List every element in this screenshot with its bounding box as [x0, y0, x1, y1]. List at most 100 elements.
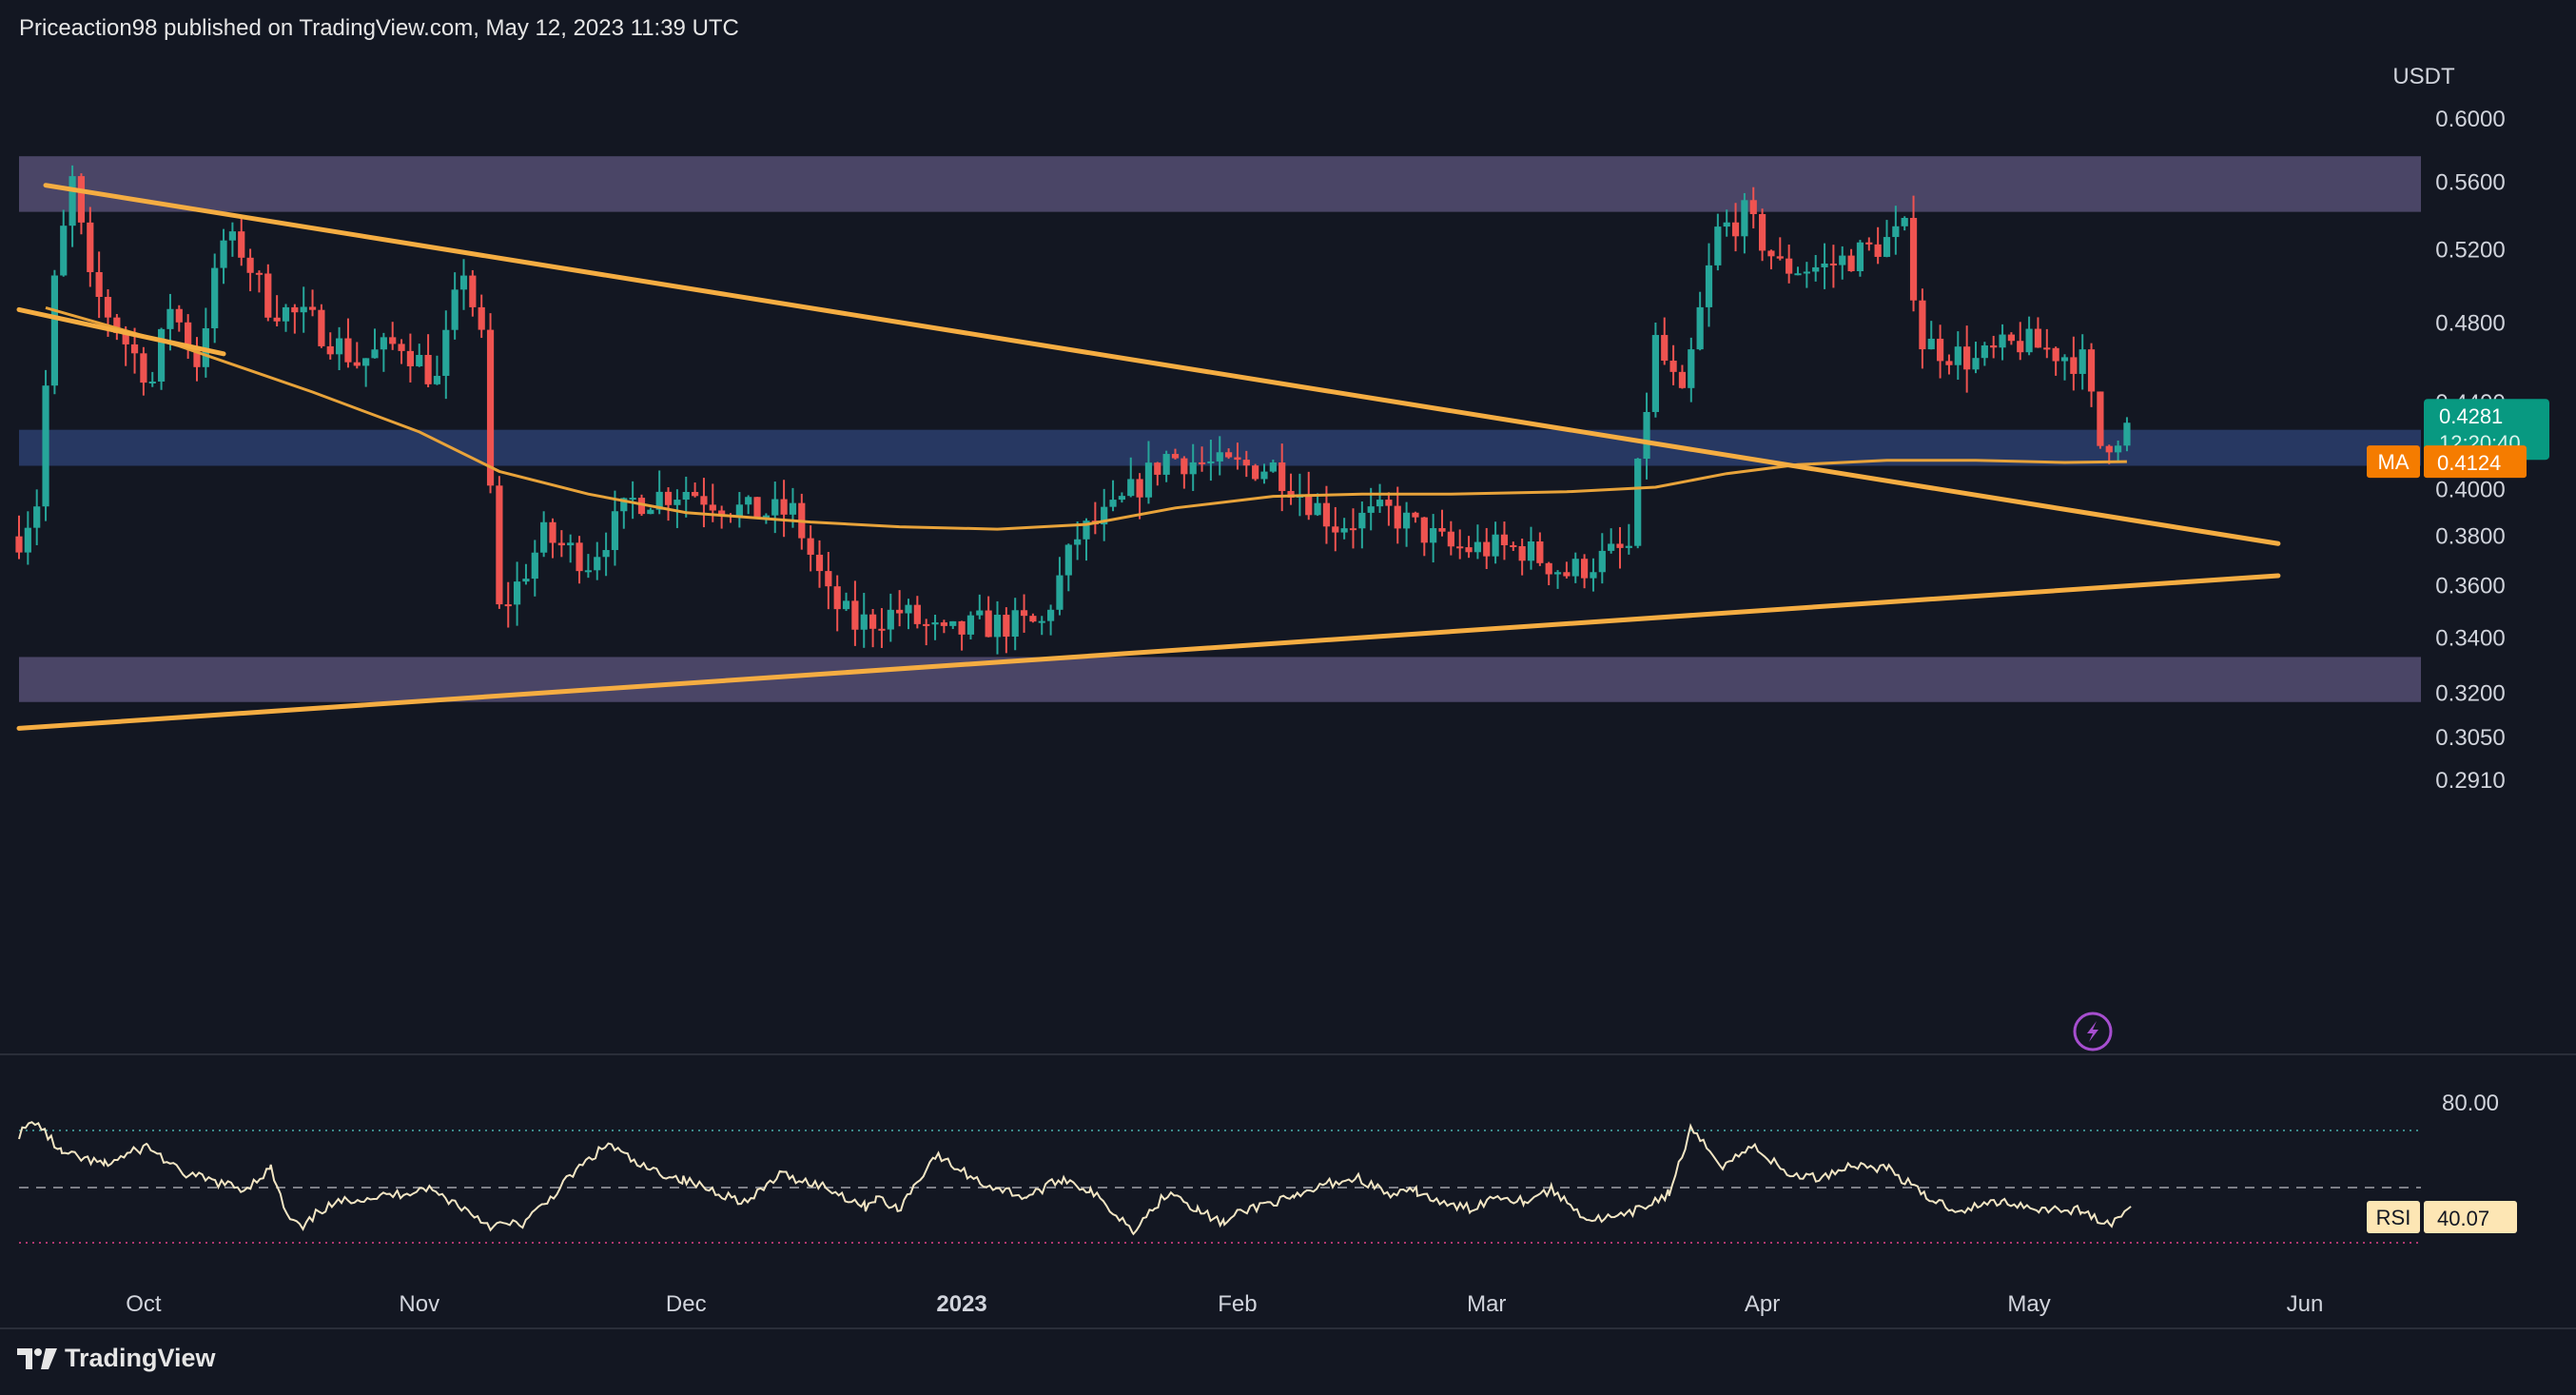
candle-body: [637, 498, 646, 515]
candle-body: [673, 500, 681, 505]
rsi-tag-name: RSI: [2376, 1206, 2411, 1229]
candle: [1678, 364, 1687, 389]
candle: [1332, 506, 1339, 552]
candle: [1483, 527, 1491, 569]
candle-body: [87, 222, 94, 272]
candle: [50, 269, 58, 395]
candle: [887, 593, 894, 642]
candle-body: [540, 521, 548, 553]
candle-body: [1500, 534, 1509, 546]
candle-body: [1625, 545, 1632, 548]
candle: [1518, 539, 1526, 576]
candle-body: [860, 614, 868, 630]
candle: [416, 344, 423, 367]
candle: [985, 596, 992, 638]
candle-body: [1011, 610, 1019, 638]
y-tick-label: 0.5200: [2435, 237, 2505, 263]
candle: [308, 289, 317, 317]
candle: [1376, 483, 1384, 514]
y-tick-label: 0.5600: [2435, 169, 2505, 195]
candle: [1189, 443, 1197, 491]
candle-body: [1118, 496, 1125, 501]
candle: [68, 165, 76, 247]
candle-body: [576, 542, 583, 572]
candle-body: [709, 504, 716, 511]
candle-body: [246, 257, 254, 273]
candle: [709, 483, 716, 522]
candle: [424, 334, 432, 387]
candle-body: [1003, 615, 1010, 638]
candle-body: [1598, 550, 1606, 573]
candle: [158, 327, 166, 390]
ma-tag-value: 0.4124: [2437, 451, 2501, 475]
candle-body: [1527, 540, 1535, 561]
candle: [602, 532, 610, 577]
candle-body: [1901, 218, 1908, 226]
ma-line: [45, 305, 2127, 531]
candle-body: [1216, 452, 1223, 462]
candle-body: [42, 385, 49, 507]
candle-body: [1047, 609, 1055, 621]
lightning-icon[interactable]: [2073, 1012, 2113, 1051]
candle-body: [2115, 445, 2122, 453]
candle: [576, 536, 583, 584]
candle: [2123, 417, 2131, 452]
candle-body: [1678, 371, 1687, 388]
candle: [1749, 187, 1757, 229]
brand[interactable]: TradingView: [17, 1344, 216, 1373]
candle-body: [1171, 454, 1180, 459]
candle: [1759, 208, 1766, 262]
candle-body: [104, 297, 112, 318]
candle-body: [735, 504, 743, 517]
candle-body: [1545, 562, 1552, 575]
ma-tag-name: MA: [2378, 450, 2410, 474]
candle-body: [211, 267, 219, 328]
candle: [682, 476, 690, 518]
candle-body: [1412, 512, 1419, 518]
candle: [718, 505, 726, 529]
candle: [1883, 220, 1891, 258]
candle-body: [308, 306, 317, 310]
candle-body: [1616, 543, 1624, 548]
candle-body: [514, 581, 521, 605]
candle-body: [1518, 545, 1526, 561]
candle-body: [1759, 213, 1766, 251]
candle: [1927, 321, 1935, 350]
candle: [780, 480, 788, 538]
rsi-tag-value: 40.07: [2437, 1207, 2489, 1230]
candle-body: [344, 338, 352, 363]
candle-body: [318, 309, 325, 346]
candle-body: [336, 338, 343, 355]
candle: [77, 173, 86, 235]
candle-body: [406, 350, 414, 366]
candle-body: [1465, 547, 1473, 553]
y-tick-label: 0.3400: [2435, 625, 2505, 651]
x-tick-label: Feb: [1218, 1291, 1257, 1317]
candle-body: [1189, 462, 1197, 475]
rsi-upper-label: 80.00: [2442, 1090, 2499, 1116]
candle: [60, 209, 68, 277]
candle-body: [655, 491, 663, 510]
candle: [264, 264, 272, 322]
candle-body: [1029, 616, 1037, 622]
candle: [1954, 331, 1961, 381]
candle: [647, 507, 654, 515]
candle: [1786, 245, 1793, 284]
ma-value-tag: MA 0.4124: [2367, 445, 2527, 479]
candle: [1136, 473, 1143, 520]
candle: [1919, 288, 1926, 369]
candle: [913, 596, 921, 629]
candle: [1412, 511, 1419, 523]
candle-body: [1492, 534, 1499, 557]
candle: [389, 322, 397, 350]
candle: [211, 253, 219, 344]
candle: [1287, 473, 1295, 505]
candle: [1545, 561, 1552, 586]
candle: [95, 251, 103, 319]
candle-body: [15, 536, 23, 553]
candle: [1643, 392, 1650, 480]
candle: [1651, 322, 1659, 418]
candle-body: [1456, 546, 1464, 549]
ma-tag-bg: [2424, 445, 2527, 479]
